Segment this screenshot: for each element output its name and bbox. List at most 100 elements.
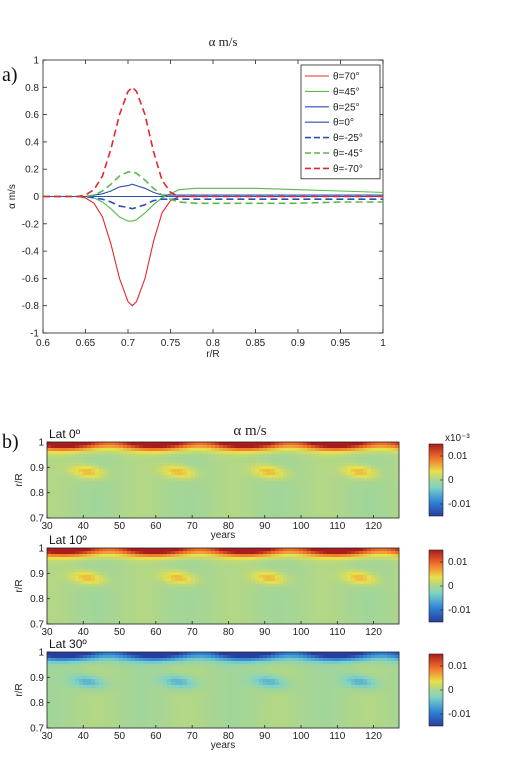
heatmap-cell <box>63 608 68 612</box>
heatmap-cell <box>351 463 356 467</box>
heatmap-cell <box>303 620 308 624</box>
heatmap-cell <box>303 484 308 488</box>
heatmap-cell <box>271 472 276 476</box>
heatmap-cell <box>63 560 68 564</box>
heatmap-cell <box>199 502 204 506</box>
heatmap-cell <box>223 499 228 503</box>
heatmap-cell <box>251 445 256 449</box>
heatmap-cell <box>303 563 308 567</box>
heatmap-cell <box>223 463 228 467</box>
heatmap-cell <box>103 605 108 609</box>
heatmap-cell <box>187 611 192 615</box>
heatmap-cell <box>75 457 80 461</box>
heatmap-cell <box>359 460 364 464</box>
heatmap-cell <box>355 581 360 585</box>
heatmap-cell <box>323 514 328 518</box>
heatmap-cell <box>287 596 292 600</box>
heatmap-cell <box>75 460 80 464</box>
heatmap-cell <box>363 496 368 500</box>
heatmap-cell <box>291 469 296 473</box>
heatmap-cell <box>139 599 144 603</box>
heatmap-cell <box>347 463 352 467</box>
heatmap-cell <box>291 466 296 470</box>
heatmap-cell <box>75 551 80 555</box>
heatmap-cell <box>375 599 380 603</box>
heatmap-cell <box>191 593 196 597</box>
heatmap-cell <box>227 620 232 624</box>
heatmap-cell <box>343 499 348 503</box>
heatmap-cell <box>179 608 184 612</box>
heatmap-cell <box>107 557 112 561</box>
heatmap-cell <box>119 493 124 497</box>
heatmap-cell <box>355 596 360 600</box>
heatmap-cell <box>251 614 256 618</box>
heatmap-cell <box>311 584 316 588</box>
heatmap-cell <box>135 451 140 455</box>
y-axis-label: r/R <box>14 579 25 592</box>
heatmap-cell <box>147 617 152 621</box>
heatmap-cell <box>247 575 252 579</box>
heatmap-cell <box>63 569 68 573</box>
heatmap-cell <box>135 557 140 561</box>
heatmap-cell <box>99 484 104 488</box>
heatmap-cell <box>123 551 128 555</box>
heatmap-cell <box>215 605 220 609</box>
heatmap-cell <box>287 578 292 582</box>
heatmap-cell <box>107 499 112 503</box>
heatmap-cell <box>363 442 368 446</box>
heatmap-cell <box>59 593 64 597</box>
heatmap-cell <box>347 448 352 452</box>
heatmap-cell <box>343 614 348 618</box>
heatmap-cell <box>75 715 80 719</box>
heatmap-cell <box>227 566 232 570</box>
heatmap-cell <box>63 667 68 671</box>
heatmap-cell <box>95 499 100 503</box>
heatmap-cell <box>195 472 200 476</box>
heatmap-cell <box>279 560 284 564</box>
heatmap-cell <box>215 602 220 606</box>
heatmap-cell <box>391 620 396 624</box>
heatmap-cell <box>263 611 268 615</box>
heatmap-cell <box>331 448 336 452</box>
heatmap-cell <box>255 499 260 503</box>
heatmap-cell <box>395 484 400 488</box>
heatmap-cell <box>139 551 144 555</box>
heatmap-cell <box>147 584 152 588</box>
heatmap-cell <box>259 463 264 467</box>
heatmap-cell <box>151 605 156 609</box>
heatmap-cell <box>215 466 220 470</box>
heatmap-cell <box>283 581 288 585</box>
heatmap-cell <box>323 481 328 485</box>
heatmap-cell <box>99 560 104 564</box>
heatmap-cell <box>279 572 284 576</box>
heatmap-cell <box>291 596 296 600</box>
heatmap-cell <box>171 608 176 612</box>
heatmap-cell <box>55 484 60 488</box>
heatmap-cell <box>207 514 212 518</box>
heatmap-cell <box>303 508 308 512</box>
heatmap-cell <box>55 658 60 662</box>
heatmap-cell <box>327 457 332 461</box>
heatmap-cell <box>375 472 380 476</box>
heatmap-cell <box>135 560 140 564</box>
heatmap-cell <box>275 548 280 552</box>
heatmap-cell <box>387 451 392 455</box>
heatmap-cell <box>263 560 268 564</box>
heatmap-cell <box>371 499 376 503</box>
heatmap-cell <box>379 551 384 555</box>
heatmap-cell <box>99 617 104 621</box>
heatmap-cell <box>143 490 148 494</box>
heatmap-cell <box>59 551 64 555</box>
heatmap-cell <box>163 596 168 600</box>
heatmap-cell <box>91 596 96 600</box>
heatmap-cell <box>311 608 316 612</box>
heatmap-cell <box>191 442 196 446</box>
heatmap-cell <box>347 620 352 624</box>
heatmap-cell <box>59 514 64 518</box>
heatmap-cell <box>279 557 284 561</box>
heatmap-cell <box>335 560 340 564</box>
heatmap-cell <box>227 499 232 503</box>
heatmap-cell <box>235 572 240 576</box>
heatmap-cell <box>83 569 88 573</box>
heatmap-cell <box>55 499 60 503</box>
